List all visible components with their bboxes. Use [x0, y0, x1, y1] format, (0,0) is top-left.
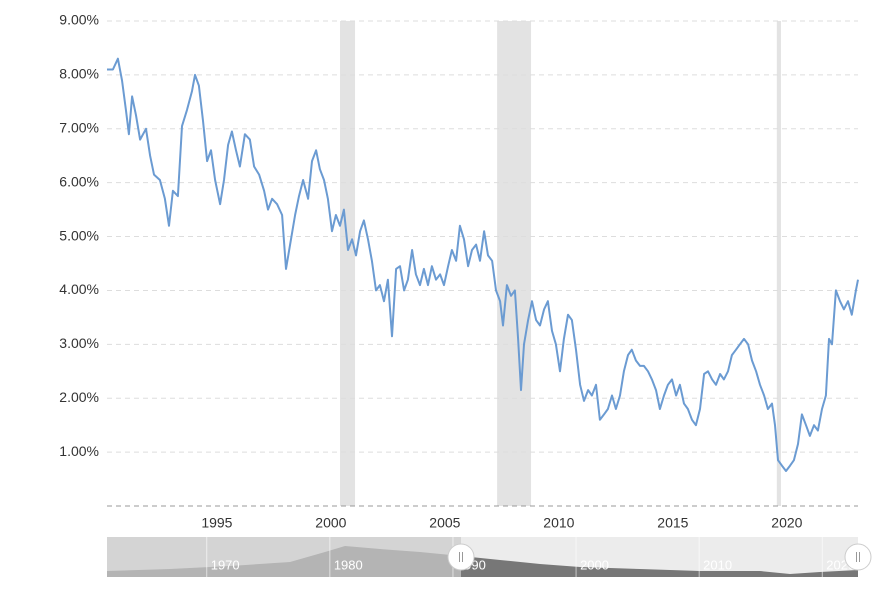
x-tick-label: 2020 [771, 515, 802, 531]
navigator-area-left [107, 546, 461, 577]
y-tick-label: 8.00% [59, 66, 99, 82]
x-tick-label: 2000 [315, 515, 346, 531]
recession-band [340, 21, 356, 506]
x-tick-label: 2010 [543, 515, 574, 531]
navigator-area-right [461, 556, 858, 577]
y-tick-label: 7.00% [59, 119, 99, 135]
yield-line [107, 57, 859, 472]
x-tick-label: 2005 [429, 515, 460, 531]
recession-band [776, 21, 781, 506]
navigator-tick-label: 1980 [334, 557, 363, 572]
navigator: 197019801990200020102020 [107, 537, 872, 577]
y-tick-label: 6.00% [59, 173, 99, 189]
y-tick-label: 5.00% [59, 227, 99, 243]
navigator-handle[interactable] [447, 543, 475, 571]
x-tick-label: 2015 [657, 515, 688, 531]
navigator-tick-label: 1970 [211, 557, 240, 572]
y-tick-label: 1.00% [59, 443, 99, 459]
y-tick-label: 3.00% [59, 335, 99, 351]
recession-band [497, 21, 532, 506]
y-tick-label: 4.00% [59, 281, 99, 297]
navigator-tick-label: 2010 [703, 557, 732, 572]
y-tick-label: 2.00% [59, 389, 99, 405]
navigator-handle[interactable] [844, 543, 872, 571]
y-tick-label: 9.00% [59, 12, 99, 28]
navigator-tick-label: 2000 [580, 557, 609, 572]
x-tick-label: 1995 [201, 515, 232, 531]
